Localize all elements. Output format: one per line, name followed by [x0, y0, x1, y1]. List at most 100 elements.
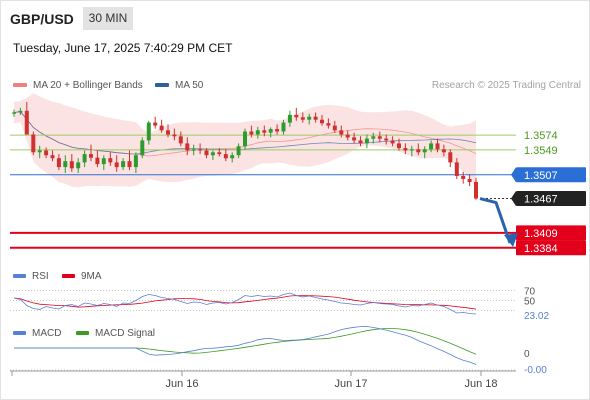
candle-body [127, 161, 132, 168]
candle-body [191, 149, 196, 151]
candle-body [307, 116, 312, 120]
level-label-pivot: 1.3507 [524, 170, 558, 182]
candle-body [230, 155, 235, 159]
candle-body [159, 125, 164, 131]
rsi-ma-swatch [62, 274, 75, 279]
level-tag-last [516, 191, 586, 206]
candle-body [352, 137, 357, 141]
rsi-tick-label: 70 [524, 287, 536, 298]
macd-signal-swatch [76, 331, 89, 336]
candle-body [114, 162, 119, 168]
timeframe-button[interactable]: 30 MIN [83, 7, 133, 30]
candle-body [262, 130, 267, 133]
level-tag-pointer [511, 191, 516, 206]
candle-body [133, 155, 138, 168]
legend-rsi: RSI [13, 271, 49, 282]
candle-body [403, 148, 408, 151]
candle-body [422, 149, 427, 153]
legend-macd-signal-label: MACD Signal [95, 328, 156, 339]
legend-rsi-ma: 9MA [62, 271, 102, 282]
macd-signal-line [14, 328, 477, 355]
x-axis-label: Jun 16 [165, 378, 198, 390]
candle-body [95, 157, 100, 165]
macd-tick-label: 0 [524, 349, 530, 360]
candle-body [204, 150, 209, 156]
candle-body [390, 140, 395, 144]
candle-body [313, 116, 318, 120]
candle-body [448, 152, 453, 163]
legend-ma50-label: MA 50 [175, 80, 204, 91]
level-tag-support [516, 240, 586, 256]
candle-body [467, 179, 472, 182]
candle-body [416, 149, 421, 153]
datetime-label: Tuesday, June 17, 2025 7:40:29 PM CET [13, 41, 233, 55]
candle-body [108, 158, 113, 163]
forecast-arrow [479, 197, 512, 244]
candle-body [435, 143, 440, 150]
candle-body [101, 158, 106, 165]
level-label-support: 1.3384 [524, 243, 558, 255]
level-tags-layer: 1.3574 1.3549 1.3507 1.3467 1.3409 1.3384 [479, 130, 586, 256]
level-tag-pivot [516, 167, 586, 183]
x-axis-label: Jun 18 [464, 378, 497, 390]
candle-body [89, 154, 93, 158]
candle-body [461, 176, 466, 179]
level-label-resistance: 1.3574 [524, 130, 558, 142]
candle-body [69, 161, 74, 169]
candle-body [153, 122, 158, 126]
candle-body [82, 154, 87, 163]
legend-ma20-label: MA 20 + Bollinger Bands [33, 80, 143, 91]
rsi-value-label: 23.02 [524, 311, 549, 322]
candle-body [397, 143, 401, 149]
legend-macd: MACD [13, 328, 61, 339]
candle-body [320, 119, 324, 124]
currency-pair-title: GBP/USD [10, 11, 74, 27]
ma20-swatch [13, 83, 27, 88]
candle-body [287, 114, 292, 123]
candle-body [371, 136, 376, 139]
legend-macd-signal: MACD Signal [76, 328, 155, 339]
candle-body [236, 146, 241, 156]
candle-body [332, 125, 337, 131]
candle-body [18, 110, 23, 113]
candle-body [146, 122, 151, 141]
candle-body [454, 162, 459, 176]
candle-body [275, 129, 280, 132]
candle-body [326, 123, 331, 126]
candle-body [377, 136, 382, 139]
candle-body [281, 122, 286, 132]
candle-body [172, 134, 177, 137]
level-tag-pointer [511, 167, 516, 183]
rsi-swatch [13, 274, 26, 279]
legend-rsi-label: RSI [32, 271, 49, 282]
candle-body [268, 129, 273, 133]
level-label-support: 1.3409 [524, 228, 558, 240]
candle-body [345, 134, 350, 138]
candle-body [474, 181, 478, 199]
rsi-ma-line [13, 295, 477, 310]
candle-body [294, 114, 299, 118]
candle-body [358, 140, 363, 144]
candle-body [63, 161, 68, 168]
macd-value-label: -0.00 [524, 365, 547, 376]
candle-body [44, 150, 49, 156]
candle-body [223, 154, 228, 159]
research-credit: Research © 2025 Trading Central [431, 80, 581, 91]
candle-body [243, 131, 247, 147]
levels-layer [10, 134, 516, 249]
candle-body [255, 130, 260, 135]
candle-body [178, 136, 183, 144]
forecast-arrowhead [504, 233, 518, 248]
legend-ma50: MA 50 [155, 80, 203, 91]
macd-swatch [13, 331, 26, 336]
candle-body [339, 130, 344, 135]
legend-macd-label: MACD [32, 328, 62, 339]
legend-rsi-ma-label: 9MA [81, 271, 102, 282]
candle-body [409, 149, 414, 151]
level-label-resistance: 1.3549 [524, 145, 558, 157]
candle-body [50, 155, 55, 159]
legend-ma20: MA 20 + Bollinger Bands [13, 80, 143, 91]
candle-body [210, 152, 215, 156]
